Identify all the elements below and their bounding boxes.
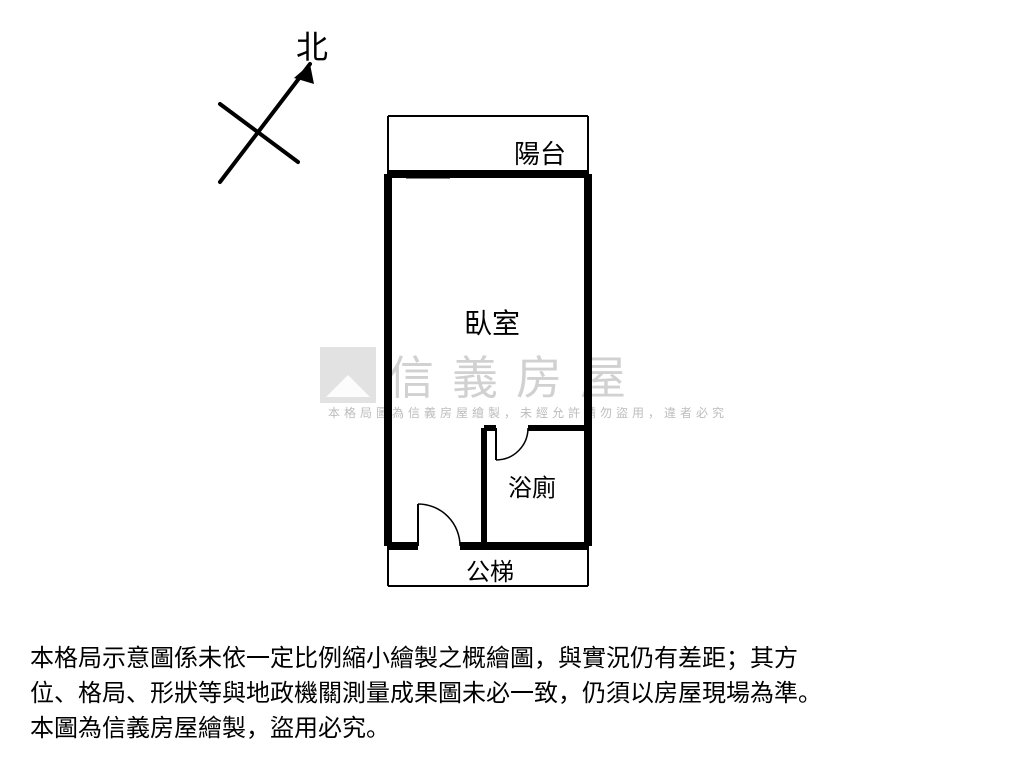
compass-arrow-icon <box>200 52 340 192</box>
watermark-logo-shape <box>326 375 370 397</box>
watermark-logo-icon <box>320 347 376 403</box>
disclaimer-line1: 本格局示意圖係未依一定比例縮小繪製之概繪圖，與實況仍有差距；其方 <box>30 645 798 672</box>
disclaimer-line3: 本圖為信義房屋繪製，盜用必究。 <box>30 715 390 742</box>
label-stair: 公梯 <box>466 552 514 587</box>
floor-plan-svg <box>388 116 598 596</box>
disclaimer-text: 本格局示意圖係未依一定比例縮小繪製之概繪圖，與實況仍有差距；其方 位、格局、形狀… <box>30 642 994 746</box>
label-bath: 浴廁 <box>508 468 556 503</box>
floor-plan: 陽台 臥室 浴廁 公梯 <box>388 116 588 586</box>
label-bedroom: 臥室 <box>464 302 520 342</box>
canvas: 北 信義房屋 本格局圖為信義房屋繪製，未經允許請勿盜用，違者必究 陽台 臥室 浴… <box>0 0 1024 768</box>
label-balcony: 陽台 <box>514 134 566 171</box>
disclaimer-line2: 位、格局、形狀等與地政機關測量成果圖未必一致，仍須以房屋現場為準。 <box>30 680 822 707</box>
